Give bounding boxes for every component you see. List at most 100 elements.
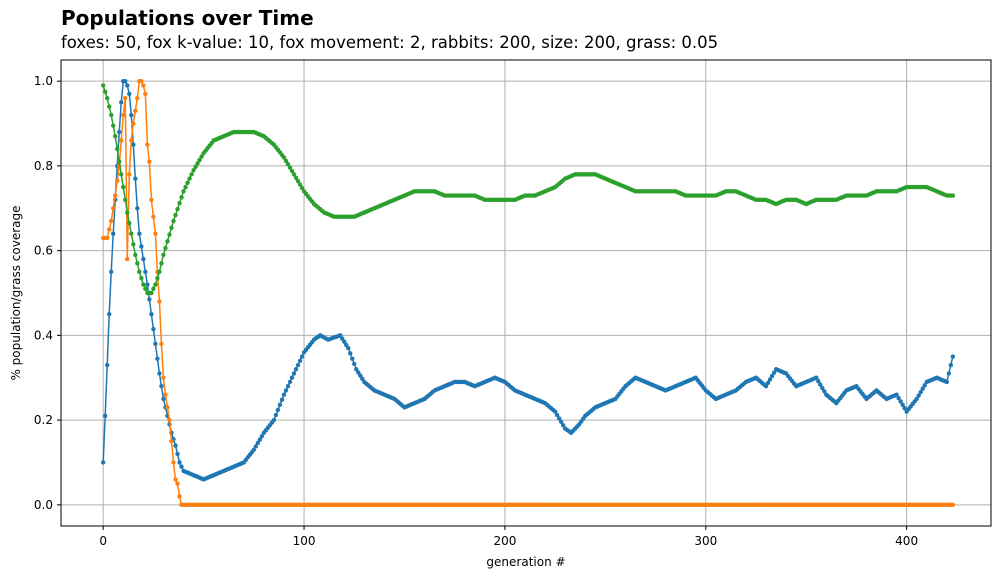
y-axis: 0.0 0.2 0.4 0.6 0.8 1.0 [34, 74, 61, 512]
data-point [155, 275, 160, 281]
data-point [107, 104, 112, 109]
data-point [287, 165, 293, 170]
data-point [173, 477, 178, 482]
data-point [123, 197, 128, 202]
data-point [135, 95, 140, 101]
data-point [147, 159, 152, 164]
data-point [157, 269, 162, 275]
data-point [131, 121, 136, 126]
data-point [161, 396, 166, 402]
data-point [102, 413, 108, 419]
data-point [177, 200, 182, 206]
data-point [125, 256, 130, 262]
data-point [100, 83, 106, 88]
data-point [199, 154, 204, 159]
data-point [173, 443, 178, 448]
data-point [109, 218, 114, 224]
data-point [129, 231, 134, 236]
y-tick-label: 0.0 [34, 498, 53, 512]
series-line [102, 85, 953, 294]
data-point [123, 78, 128, 84]
data-point [119, 138, 124, 143]
data-point [360, 376, 365, 381]
data-point [137, 231, 142, 236]
data-point [944, 379, 950, 385]
data-point [920, 386, 925, 391]
data-point [165, 239, 170, 244]
series-3 [100, 83, 956, 296]
x-tick-label: 100 [293, 534, 316, 548]
data-point [354, 367, 359, 372]
y-tick-label: 0.2 [34, 413, 53, 427]
data-point [914, 396, 919, 402]
data-point [147, 297, 152, 302]
data-point [340, 336, 345, 341]
data-point [183, 184, 188, 190]
data-point [157, 299, 162, 304]
data-point [115, 146, 120, 152]
series-line [103, 80, 953, 506]
data-point [129, 112, 134, 118]
data-point [175, 451, 180, 457]
data-point [119, 172, 124, 177]
data-point [771, 370, 777, 375]
data-point [161, 252, 166, 258]
data-point [155, 356, 160, 361]
data-point [822, 389, 827, 394]
data-point [107, 311, 112, 317]
data-point [299, 185, 305, 191]
chart-subtitle: foxes: 50, fox k-value: 10, fox movement… [61, 33, 719, 52]
data-point [111, 231, 116, 236]
data-point [141, 256, 146, 262]
data-point [187, 176, 192, 181]
data-point [255, 440, 261, 446]
data-point [111, 206, 116, 211]
data-point [121, 184, 126, 190]
data-point [163, 245, 168, 251]
data-point [139, 244, 144, 249]
data-point [113, 193, 118, 198]
data-point [193, 164, 198, 169]
data-point [259, 433, 265, 439]
data-point [763, 384, 769, 389]
data-point [289, 375, 295, 380]
data-point [950, 354, 956, 359]
data-point [189, 172, 194, 177]
data-point [295, 362, 301, 368]
data-point [902, 406, 907, 411]
data-point [297, 358, 303, 363]
data-point [107, 227, 112, 232]
data-point [135, 261, 140, 266]
data-point [179, 464, 184, 469]
data-point [179, 195, 184, 200]
y-tick-label: 0.4 [34, 328, 53, 342]
data-point [281, 392, 287, 397]
data-point [177, 460, 182, 465]
data-point [950, 502, 956, 508]
data-point [149, 290, 154, 296]
data-point [167, 417, 172, 423]
data-point [115, 178, 120, 183]
data-point [102, 89, 108, 94]
data-point [767, 377, 773, 382]
data-point [277, 402, 283, 408]
data-point [358, 373, 363, 378]
data-point [123, 95, 128, 101]
data-point [275, 407, 281, 413]
data-point [297, 182, 303, 187]
data-point [950, 193, 956, 198]
data-point [133, 108, 138, 114]
data-point [159, 341, 164, 347]
data-point [348, 351, 353, 356]
data-point [356, 370, 361, 375]
x-axis: 0 100 200 300 400 [99, 526, 918, 548]
data-point [127, 220, 132, 226]
series-layer [100, 78, 956, 508]
data-point [151, 214, 156, 219]
data-point [769, 373, 775, 379]
data-point [171, 218, 176, 224]
data-point [135, 206, 140, 211]
data-point [916, 393, 921, 398]
data-point [129, 138, 134, 143]
data-point [113, 134, 118, 139]
